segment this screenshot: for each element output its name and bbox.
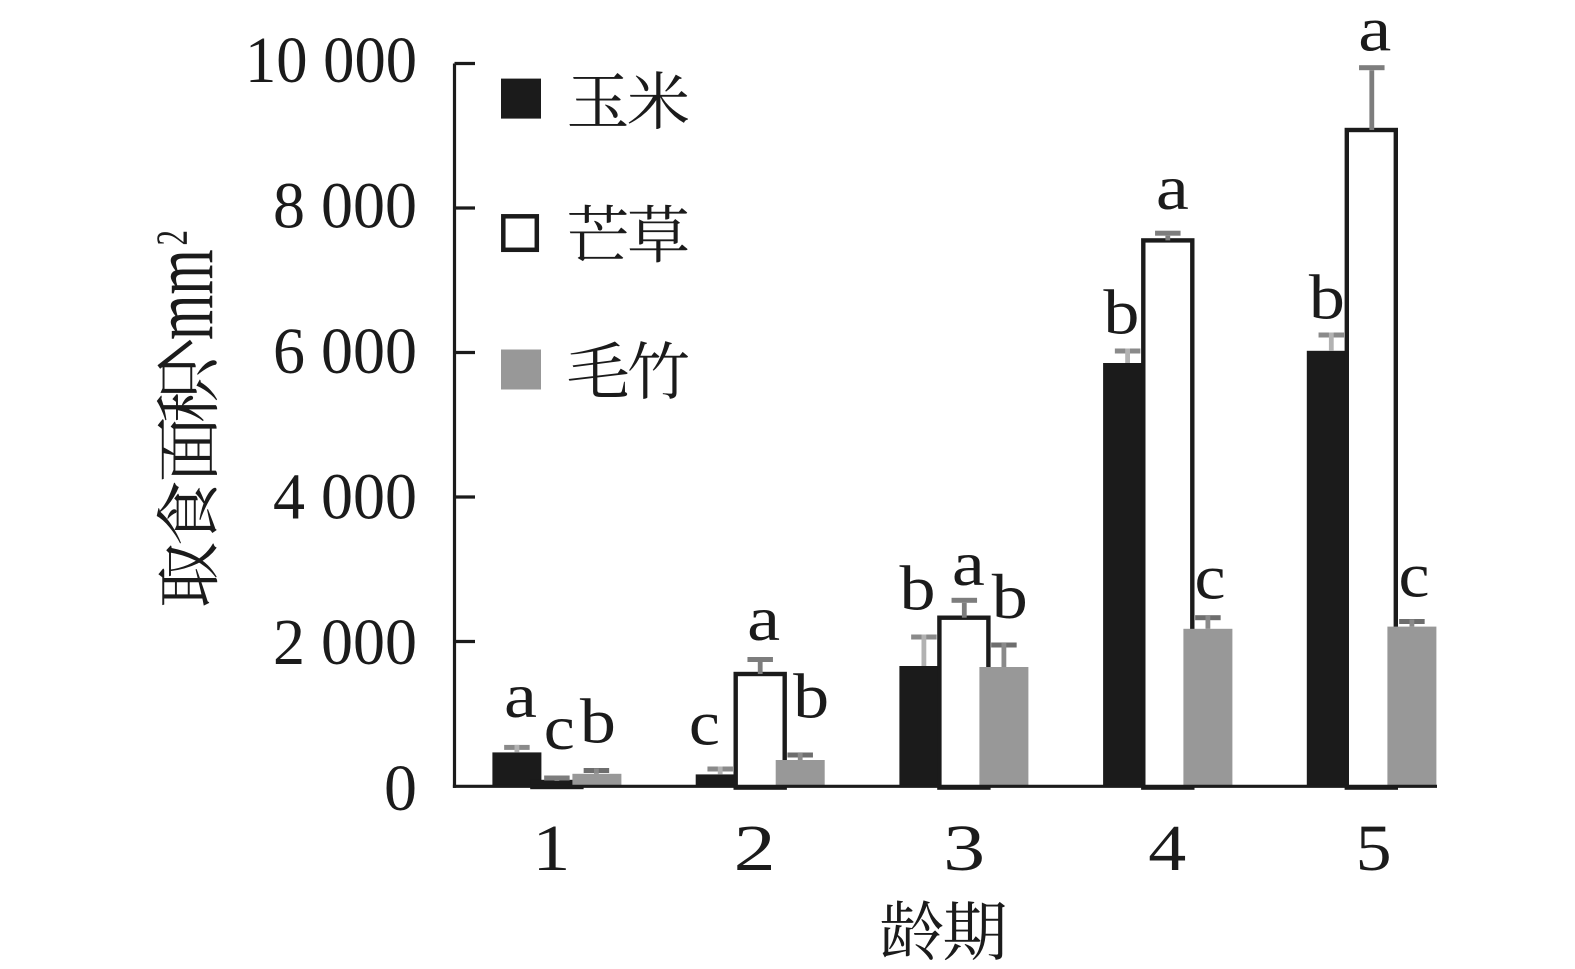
- svg-text:5: 5: [1356, 812, 1392, 885]
- svg-text:a: a: [1156, 153, 1189, 223]
- svg-text:c: c: [1399, 541, 1430, 611]
- svg-text:0: 0: [384, 752, 417, 825]
- svg-text:a: a: [1358, 0, 1391, 64]
- svg-text:10 000: 10 000: [245, 24, 417, 97]
- svg-text:6 000: 6 000: [273, 315, 417, 388]
- svg-text:3: 3: [943, 812, 985, 885]
- svg-text:mm: mm: [134, 249, 232, 340]
- svg-text:b: b: [992, 562, 1028, 632]
- svg-text:2: 2: [148, 230, 197, 246]
- svg-text:b: b: [1103, 278, 1139, 348]
- svg-text:a: a: [952, 529, 985, 599]
- svg-text:b: b: [793, 662, 829, 732]
- svg-text:a: a: [504, 661, 537, 731]
- svg-text:c: c: [544, 693, 575, 763]
- svg-text:8 000: 8 000: [273, 170, 417, 243]
- svg-text:a: a: [747, 584, 780, 654]
- svg-text:4 000: 4 000: [273, 461, 417, 534]
- svg-text:2 000: 2 000: [273, 606, 417, 679]
- svg-text:c: c: [1195, 542, 1226, 612]
- svg-text:b: b: [580, 686, 616, 756]
- svg-text:2: 2: [734, 812, 776, 885]
- svg-text:b: b: [1309, 263, 1345, 333]
- svg-text:4: 4: [1148, 812, 1186, 885]
- svg-text:b: b: [900, 554, 936, 624]
- svg-text:c: c: [689, 689, 720, 759]
- svg-text:1: 1: [532, 812, 570, 885]
